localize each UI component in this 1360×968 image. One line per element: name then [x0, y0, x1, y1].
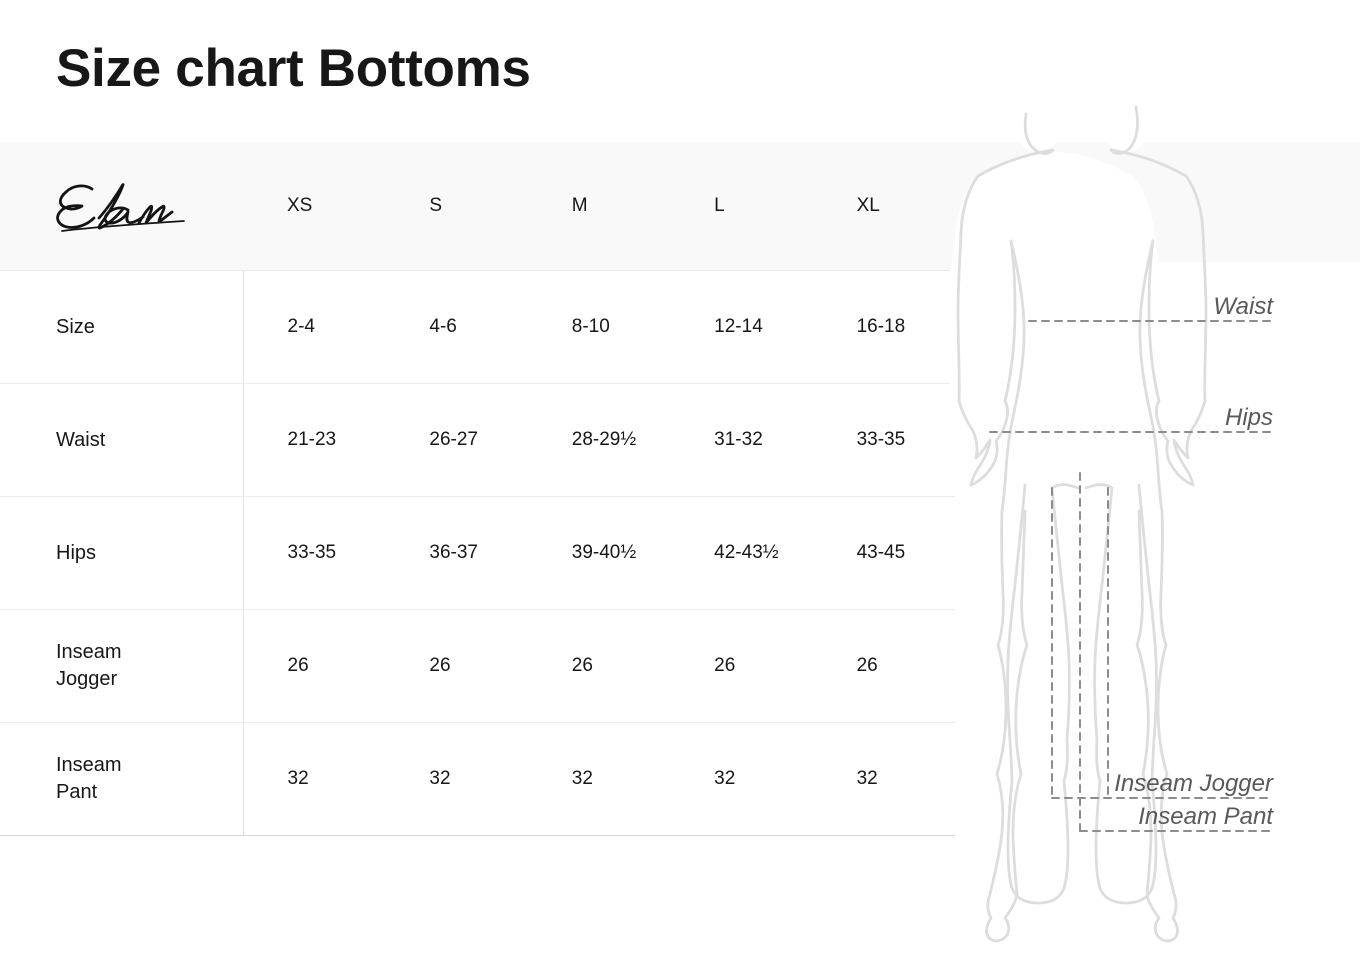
svg-text:Inseam Pant: Inseam Pant	[1138, 803, 1274, 830]
svg-text:Hips: Hips	[1225, 404, 1273, 431]
svg-text:Waist: Waist	[1213, 293, 1274, 320]
svg-text:Inseam Jogger: Inseam Jogger	[1114, 770, 1274, 797]
